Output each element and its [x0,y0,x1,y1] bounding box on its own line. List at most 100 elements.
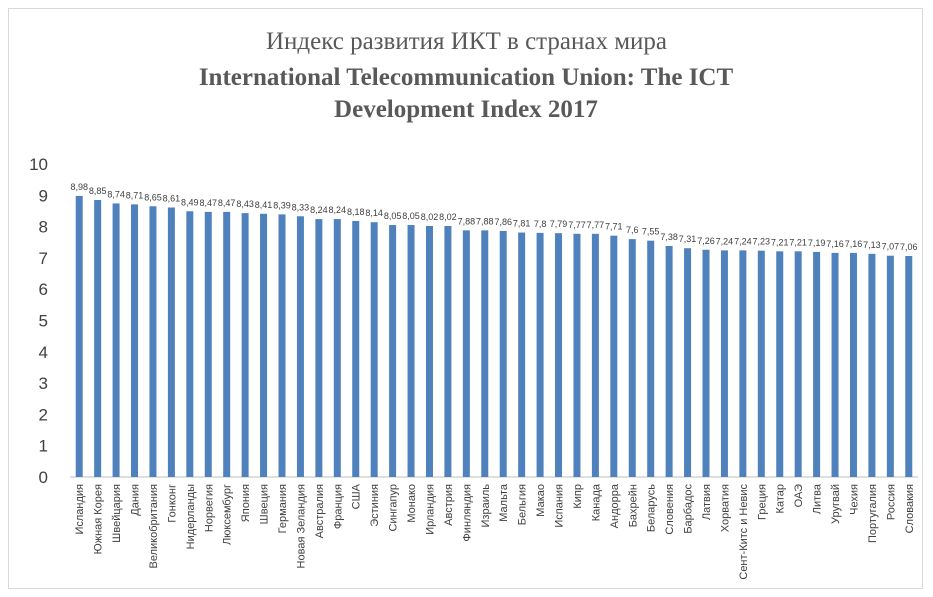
y-tick-label: 5 [39,312,48,331]
value-label: 8,02 [439,212,457,222]
bar [628,239,636,477]
x-tick-label: Люксембург [222,484,234,545]
x-tick-label: Швейцария [111,484,123,543]
value-label: 7,31 [679,234,697,244]
x-tick-label: Дания [130,484,142,516]
bar [739,250,747,477]
value-label: 7,21 [789,237,807,247]
x-tick-label: Финляндия [461,484,473,542]
x-tick-label: Гонконг [166,484,178,523]
value-label: 8,18 [347,207,365,217]
x-tick-label: Швеция [259,484,271,524]
value-label: 8,61 [163,194,181,204]
bar [94,199,102,477]
bar [75,195,83,477]
value-label: 8,24 [329,205,347,215]
y-tick-label: 3 [39,374,48,393]
x-tick-label: Греция [756,484,768,520]
chart-frame [8,8,923,589]
y-tick-label: 2 [39,405,48,424]
value-label: 8,41 [255,200,273,210]
value-label: 7,16 [845,239,863,249]
value-label: 8,98 [70,182,88,192]
x-tick-label: Исландия [74,484,86,535]
bar [868,253,876,477]
x-tick-label: Андорра [609,483,621,528]
bar [389,225,397,477]
bar [315,219,323,477]
value-label: 7,77 [568,220,586,230]
y-tick-label: 10 [29,155,48,174]
y-tick-label: 8 [39,218,48,237]
x-tick-label: Литва [812,483,824,514]
value-label: 8,74 [107,189,125,199]
value-label: 8,02 [421,212,439,222]
value-label: 7,71 [605,222,623,232]
x-tick-label: Беларусь [646,484,658,532]
x-tick-label: Россия [885,484,897,520]
bar [481,230,489,477]
x-tick-label: ОАЭ [793,484,805,507]
bar [757,250,765,477]
x-tick-label: Новая Зеландия [295,484,307,568]
value-label: 8,05 [402,211,420,221]
x-tick-label: Германия [277,484,289,533]
bar [776,251,784,477]
x-tick-label: Чехия [848,484,860,515]
x-tick-label: Кипр [572,484,584,509]
x-tick-label: Франция [332,484,344,529]
value-label: 7,6 [626,225,639,235]
value-label: 8,47 [218,198,236,208]
bar [794,251,802,477]
value-label: 7,06 [900,242,918,252]
y-tick-label: 7 [39,249,48,268]
value-label: 7,26 [697,236,715,246]
value-label: 7,23 [753,237,771,247]
x-tick-label: Латвия [701,484,713,520]
bar [905,256,913,477]
bar [186,211,194,477]
y-tick-label: 4 [39,343,48,362]
x-tick-label: Макао [535,484,547,517]
value-label: 7,13 [863,240,881,250]
x-tick-label: Монако [406,484,418,523]
x-tick-label: Барбадос [683,484,695,534]
bar [573,233,581,477]
bar [462,230,470,477]
bar [370,222,378,477]
x-tick-label: Португалия [867,484,879,543]
bar [296,216,304,477]
value-label: 8,65 [144,192,162,202]
value-label: 7,21 [771,237,789,247]
value-label: 8,43 [236,199,254,209]
value-label: 7,19 [808,238,826,248]
x-tick-label: Ирландия [424,484,436,535]
x-tick-label: Сингапур [388,484,400,532]
x-tick-label: Израиль [480,484,492,528]
x-tick-label: Нидерланды [185,484,197,549]
bar [149,206,157,477]
bar [112,203,120,478]
x-tick-label: США [351,483,363,509]
bar [204,211,212,478]
value-label: 7,77 [587,220,605,230]
bar [352,220,360,477]
value-label: 7,55 [642,227,660,237]
value-label: 7,24 [716,236,734,246]
bar [647,240,655,477]
bar [131,204,139,477]
bar [499,230,507,477]
value-label: 8,47 [199,198,217,208]
y-tick-label: 9 [39,186,48,205]
chart-title: Индекс развития ИКТ в странах мира [265,28,668,55]
y-tick-label: 0 [39,468,48,487]
value-label: 8,33 [292,202,310,212]
value-label: 7,81 [513,219,531,229]
x-tick-label: Уругвай [830,484,842,524]
x-tick-label: Мальта [498,483,510,522]
value-label: 8,49 [181,197,199,207]
x-tick-label: Австралия [314,484,326,538]
bar [684,248,692,477]
value-label: 7,24 [734,236,752,246]
